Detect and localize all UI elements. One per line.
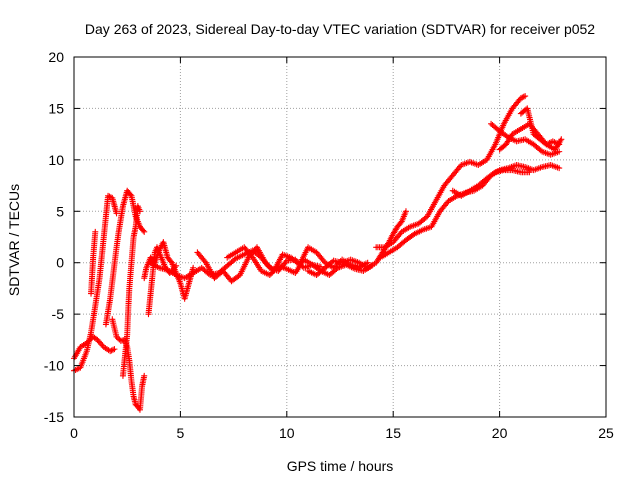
- data-point: [266, 263, 273, 270]
- y-axis-label: SDTVAR / TECUs: [6, 184, 22, 296]
- data-point: [402, 208, 409, 215]
- data-point: [490, 170, 497, 177]
- data-point: [116, 336, 123, 343]
- data-point: [111, 346, 118, 353]
- data-point: [96, 339, 103, 346]
- series-arc-n: [377, 162, 563, 261]
- y-tick-label: -15: [44, 409, 64, 425]
- data-point: [136, 208, 143, 215]
- data-point: [107, 348, 114, 355]
- data-point: [333, 266, 340, 273]
- x-tick-label: 20: [492, 425, 508, 441]
- data-point: [519, 94, 526, 101]
- data-point: [190, 264, 197, 271]
- data-point: [106, 193, 113, 200]
- y-tick-label: 10: [48, 152, 64, 168]
- data-point: [558, 136, 565, 143]
- series-arc-r: [517, 105, 563, 148]
- x-tick-label: 0: [70, 425, 78, 441]
- data-point: [108, 347, 115, 354]
- data-point: [556, 165, 563, 172]
- data-point: [410, 231, 417, 238]
- data-point: [537, 147, 544, 154]
- data-point: [556, 141, 563, 148]
- series-arc-o: [449, 167, 533, 199]
- data-point: [105, 192, 112, 199]
- y-tick-label: -5: [52, 306, 65, 322]
- data-point: [364, 259, 371, 266]
- y-tick-label: -10: [44, 358, 64, 374]
- series-arc-d: [102, 187, 148, 328]
- data-point: [113, 210, 120, 217]
- data-point: [517, 95, 524, 102]
- x-tick-label: 15: [385, 425, 401, 441]
- data-point: [556, 148, 563, 155]
- y-tick-label: 0: [56, 255, 64, 271]
- data-point: [526, 169, 533, 176]
- x-tick-label: 5: [177, 425, 185, 441]
- y-tick-label: 20: [48, 49, 64, 65]
- data-points: [71, 93, 565, 413]
- data-point: [141, 372, 148, 379]
- data-point: [522, 93, 529, 100]
- series-arc-f: [119, 203, 143, 379]
- data-point: [231, 256, 238, 263]
- data-point: [141, 228, 148, 235]
- data-point: [520, 93, 527, 100]
- series-arc-c: [88, 228, 99, 297]
- x-tick-label: 25: [598, 425, 614, 441]
- series-arc-a: [71, 192, 120, 374]
- data-point: [170, 265, 177, 272]
- data-point: [127, 191, 134, 198]
- data-point: [265, 262, 272, 269]
- data-point: [92, 228, 99, 235]
- data-point: [262, 259, 269, 266]
- data-point: [95, 338, 102, 345]
- series-arc-b: [71, 333, 118, 362]
- data-point: [94, 336, 101, 343]
- series-arc-p: [488, 120, 563, 158]
- y-tick-label: 15: [48, 100, 64, 116]
- data-point: [110, 346, 117, 353]
- x-axis-label: GPS time / hours: [287, 458, 394, 474]
- axis-ticks: 0 5 10 15 20 25 -15 -10 -5 0 5 10 15 20: [44, 49, 614, 441]
- data-point: [173, 262, 180, 269]
- chart-title: Day 263 of 2023, Sidereal Day-to-day VTE…: [85, 21, 595, 37]
- y-tick-label: 5: [56, 203, 64, 219]
- data-point: [263, 261, 270, 268]
- plot-frame: [73, 56, 607, 418]
- series-arc-m: [373, 93, 529, 251]
- data-point: [113, 333, 120, 340]
- data-point: [140, 227, 147, 234]
- data-point: [98, 341, 105, 348]
- data-point: [114, 335, 121, 342]
- x-tick-label: 10: [279, 425, 295, 441]
- data-point: [171, 264, 178, 271]
